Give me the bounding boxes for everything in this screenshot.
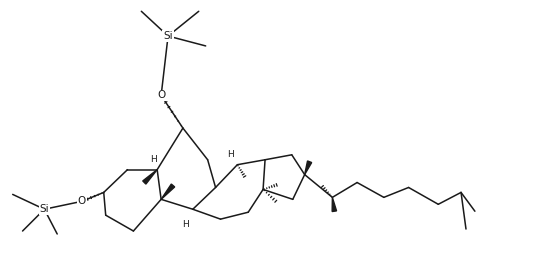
Polygon shape	[332, 197, 337, 212]
Polygon shape	[143, 170, 157, 184]
Text: H: H	[183, 220, 189, 228]
Text: H: H	[150, 155, 157, 164]
Polygon shape	[305, 161, 312, 175]
Polygon shape	[161, 184, 175, 199]
Text: Si: Si	[163, 31, 173, 41]
Text: H: H	[227, 150, 234, 159]
Text: O: O	[78, 196, 86, 206]
Text: Si: Si	[40, 204, 49, 214]
Text: O: O	[157, 90, 165, 100]
